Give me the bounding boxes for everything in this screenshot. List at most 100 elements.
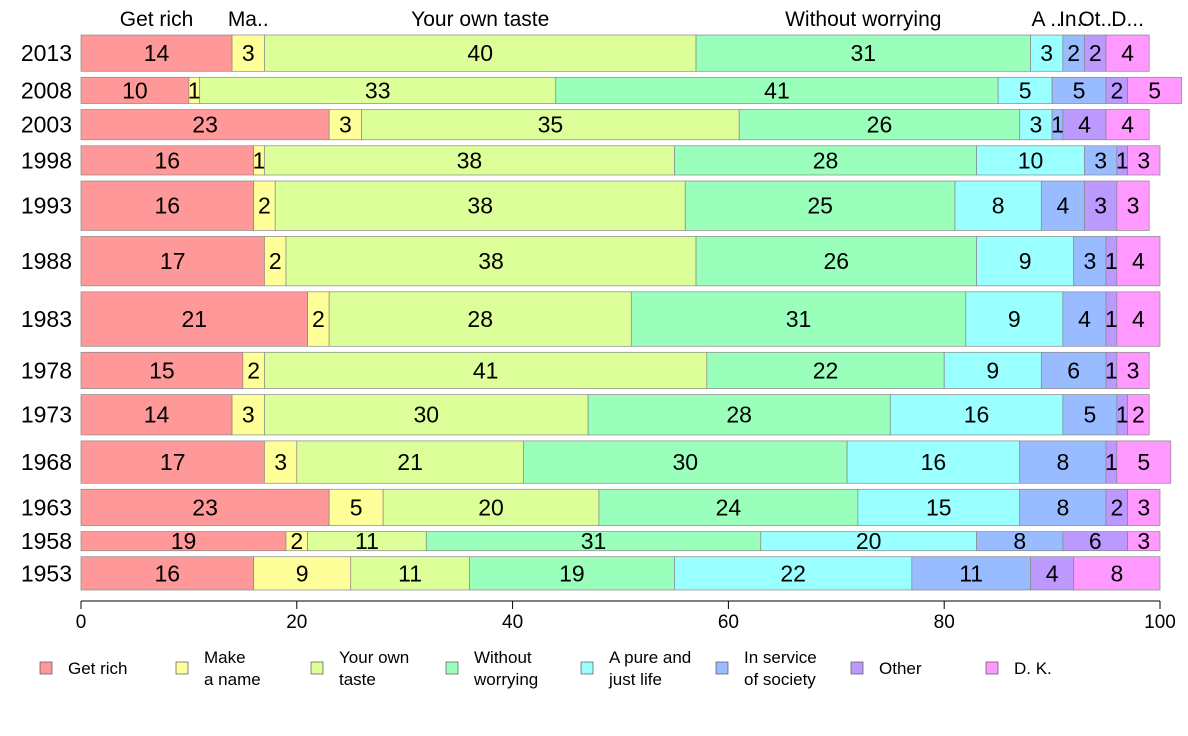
legend-swatch (310, 661, 324, 675)
bar-segment (80, 394, 233, 436)
data-label: 11 (355, 528, 379, 554)
legend-item: Your own taste (310, 648, 409, 689)
bar-segment (738, 109, 1021, 141)
bar-segment (1019, 440, 1107, 484)
bar-row: 2013 14 3 40 31 3 2 2 4 (21, 34, 1150, 72)
data-label: 21 (181, 306, 207, 332)
bar-segment (1116, 180, 1150, 231)
bar-segment (954, 180, 1042, 231)
bar-segment (469, 556, 675, 591)
bar-segment (846, 440, 1021, 484)
data-label: 6 (1089, 528, 1102, 554)
bar-row: 1998 16 1 38 28 10 3 1 3 (21, 145, 1161, 176)
category-label: 1973 (21, 402, 72, 428)
series-top-label: Ma.. (228, 8, 269, 31)
data-label: 6 (1067, 357, 1080, 383)
data-label: 2 (312, 306, 325, 332)
data-label: 10 (122, 77, 148, 103)
data-label: 2 (1132, 402, 1145, 428)
legend: Get rich Make a name Your own taste Without wo… (39, 648, 1052, 689)
bar-segment (80, 291, 308, 347)
series-top-label: Ot.. (1078, 8, 1112, 31)
data-label: 20 (478, 494, 504, 520)
data-label: 2 (290, 528, 303, 554)
category-label: 1993 (21, 193, 72, 219)
data-label: 16 (921, 449, 947, 475)
data-label: 28 (813, 147, 839, 173)
bar-segment (274, 180, 686, 231)
data-label: 38 (478, 248, 504, 274)
legend-swatch (715, 661, 729, 675)
data-label: 26 (824, 248, 850, 274)
x-tick-label: 40 (502, 612, 523, 633)
data-label: 1 (1051, 112, 1064, 138)
category-label: 1978 (21, 357, 72, 383)
legend-label: Without (474, 648, 532, 667)
series-top-label: A .. (1032, 8, 1062, 31)
data-label: 8 (992, 193, 1005, 219)
data-label: 23 (192, 112, 218, 138)
data-label: 4 (1078, 306, 1091, 332)
data-label: 1 (253, 147, 266, 173)
legend-label: of society (744, 670, 816, 689)
bar-segment (1040, 351, 1107, 389)
category-label: 2008 (21, 77, 72, 103)
data-label: 3 (1137, 147, 1150, 173)
category-label: 2013 (21, 40, 72, 66)
bar-segment (1116, 236, 1161, 287)
bar-segment (1116, 440, 1172, 484)
bar-segment (943, 351, 1042, 389)
legend-swatch (175, 661, 189, 675)
bar-segment (587, 394, 891, 436)
data-label: 9 (986, 357, 999, 383)
data-label: 5 (1137, 449, 1150, 475)
bar-segment (382, 488, 600, 526)
bar-segment (1127, 145, 1161, 176)
category-label: 1968 (21, 449, 72, 475)
bar-segment (1127, 488, 1161, 526)
data-label: 28 (467, 306, 493, 332)
legend-item: Without worrying (445, 648, 538, 689)
legend-item: Other (850, 659, 922, 678)
bar-segment (857, 488, 1021, 526)
data-label: 5 (1073, 77, 1086, 103)
data-label: 2 (247, 357, 260, 383)
data-label: 38 (467, 193, 493, 219)
data-label: 16 (964, 402, 990, 428)
series-top-label: In.. (1059, 8, 1088, 31)
data-label: 2 (1110, 77, 1123, 103)
data-label: 3 (1094, 193, 1107, 219)
data-label: 2 (269, 248, 282, 274)
data-label: 5 (350, 494, 363, 520)
x-tick-label: 60 (718, 612, 739, 633)
top-series-labels: Get rich Ma.. Your own taste Without worryi… (120, 8, 1144, 31)
bar-row: 1958 19 2 11 31 20 8 6 3 (21, 528, 1161, 554)
bar-segment (1062, 109, 1107, 141)
data-label: 21 (397, 449, 423, 475)
data-label: 30 (413, 402, 439, 428)
bar-segment (1116, 291, 1161, 347)
data-label: 3 (1083, 248, 1096, 274)
data-label: 16 (155, 193, 181, 219)
bar-segment (80, 236, 265, 287)
bar-segment (285, 236, 697, 287)
bar-segment (1105, 109, 1150, 141)
bar-segment (80, 109, 330, 141)
legend-item: Make a name (175, 648, 261, 689)
data-label: 3 (1137, 494, 1150, 520)
legend-item: D. K. (985, 659, 1052, 678)
data-label: 33 (365, 77, 391, 103)
data-label: 1 (1105, 357, 1118, 383)
data-label: 9 (1008, 306, 1021, 332)
data-label: 24 (716, 494, 742, 520)
data-label: 15 (149, 357, 175, 383)
data-label: 2 (1067, 40, 1080, 66)
bar-segment (1030, 34, 1064, 72)
data-label: 3 (1094, 147, 1107, 173)
data-label: 5 (1083, 402, 1096, 428)
bar-segment (965, 291, 1064, 347)
bar-segment (253, 556, 352, 591)
data-label: 31 (581, 528, 607, 554)
bar-segment (911, 556, 1031, 591)
data-label: 16 (155, 147, 181, 173)
